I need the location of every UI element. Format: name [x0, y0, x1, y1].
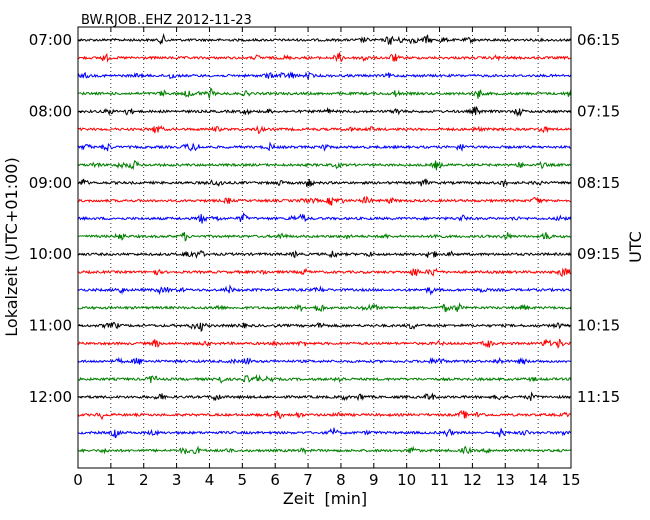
x-tick-label: 13: [496, 471, 515, 489]
y-tick-label-right: 10:15: [577, 317, 620, 335]
y-tick-label-right: 11:15: [577, 388, 620, 406]
y-tick-label-right: 07:15: [577, 102, 620, 120]
chart-title: BW.RJOB..EHZ 2012-11-23: [81, 13, 252, 28]
seismic-trace: [77, 212, 572, 224]
seismic-trace: [77, 178, 572, 187]
y-tick-label-left: 10:00: [29, 245, 72, 263]
seismic-trace: [77, 52, 572, 63]
x-tick-label: 9: [369, 471, 379, 489]
y-tick-label-right: 09:15: [577, 245, 620, 263]
x-tick-label: 3: [172, 471, 182, 489]
x-tick-label: 7: [303, 471, 313, 489]
seismic-trace: [77, 32, 572, 46]
y-tick-label-right: 06:15: [577, 31, 620, 49]
x-tick-label: 15: [561, 471, 580, 489]
seismic-trace: [77, 321, 572, 333]
seismic-trace: [77, 445, 572, 456]
seismic-trace: [77, 105, 572, 118]
seismic-trace: [77, 409, 572, 421]
y-tick-label-left: 11:00: [29, 317, 72, 335]
seismic-trace: [77, 195, 572, 206]
seismic-trace: [77, 71, 572, 80]
x-tick-label: 0: [73, 471, 83, 489]
x-axis-label: Zeit [min]: [283, 489, 367, 508]
seismic-trace: [77, 267, 571, 278]
y-tick-label-left: 09:00: [29, 174, 72, 192]
seismic-trace: [77, 427, 572, 439]
x-tick-label: 8: [336, 471, 346, 489]
y-axis-right: 06:15 07:15 08:15 09:15 10:15 11:15: [566, 31, 620, 406]
x-tick-label: 11: [430, 471, 449, 489]
seismic-trace: [77, 391, 572, 402]
x-gridlines: [110, 27, 539, 468]
x-tick-label: 12: [463, 471, 482, 489]
y-tick-label-right: 08:15: [577, 174, 620, 192]
x-tick-label: 1: [106, 471, 116, 489]
seismic-trace: [77, 124, 572, 135]
x-tick-label: 2: [139, 471, 149, 489]
y-axis-left-label: Lokalzeit (UTC+01:00): [2, 157, 21, 336]
seismic-trace: [77, 356, 571, 365]
seismic-trace: [77, 301, 572, 313]
x-tick-label: 10: [397, 471, 416, 489]
x-tick-label: 6: [270, 471, 280, 489]
y-tick-label-left: 12:00: [29, 388, 72, 406]
y-tick-label-left: 08:00: [29, 102, 72, 120]
plot-frame: [77, 26, 572, 469]
x-axis: 0 1 2 3 4 5 6 7 8 9 10 11 12 13 14 15: [73, 27, 581, 489]
seismic-trace: [77, 373, 572, 384]
y-axis-left: 07:00 08:00 09:00 10:00 11:00 12:00: [29, 31, 83, 406]
seismic-trace: [77, 284, 572, 296]
seismic-traces: [77, 32, 572, 456]
x-tick-label: 4: [205, 471, 215, 489]
seismic-trace: [77, 249, 572, 259]
seismic-trace: [77, 338, 572, 349]
seismic-trace: [77, 232, 571, 242]
seismic-trace: [77, 141, 571, 152]
seismic-trace: [77, 159, 572, 171]
y-axis-right-label: UTC: [626, 231, 645, 263]
x-tick-label: 5: [238, 471, 248, 489]
x-tick-label: 14: [529, 471, 548, 489]
seismic-trace: [77, 87, 572, 99]
y-tick-label-left: 07:00: [29, 31, 72, 49]
